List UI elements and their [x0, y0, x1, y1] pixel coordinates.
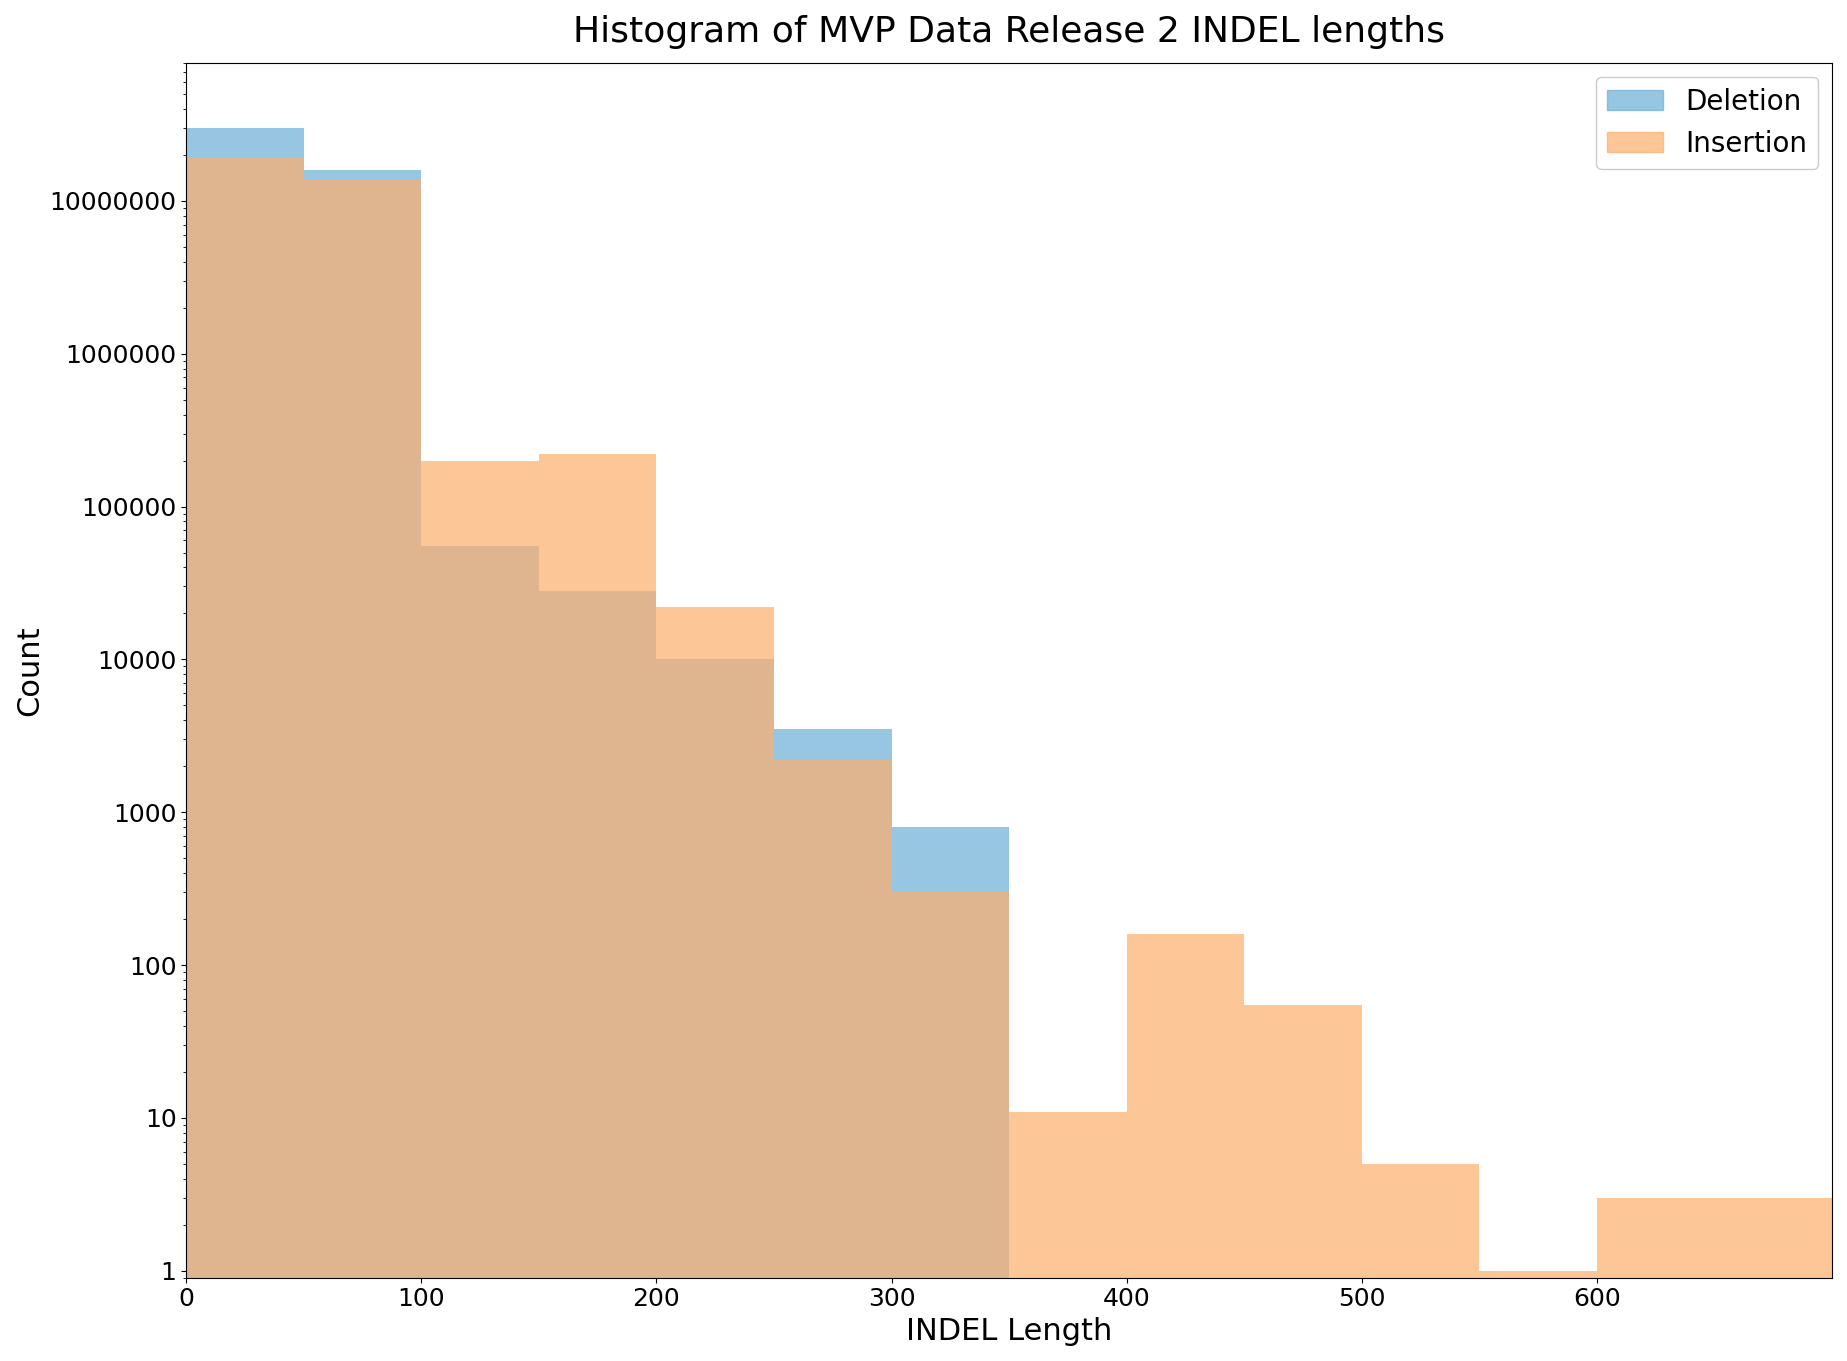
Bar: [656, 659, 774, 1361]
Bar: [421, 546, 539, 1361]
Bar: [1361, 1164, 1479, 1361]
Bar: [539, 591, 656, 1361]
Bar: [892, 891, 1008, 1361]
X-axis label: INDEL Length: INDEL Length: [905, 1317, 1112, 1346]
Bar: [892, 827, 1008, 1361]
Bar: [1127, 934, 1245, 1361]
Bar: [1008, 1112, 1127, 1361]
Bar: [303, 170, 421, 1361]
Bar: [421, 460, 539, 1361]
Legend: Deletion, Insertion: Deletion, Insertion: [1596, 76, 1817, 169]
Bar: [1598, 1198, 1714, 1361]
Bar: [774, 759, 892, 1361]
Bar: [187, 128, 303, 1361]
Bar: [303, 178, 421, 1361]
Bar: [539, 455, 656, 1361]
Y-axis label: Count: Count: [15, 625, 44, 716]
Bar: [1245, 1004, 1361, 1361]
Bar: [187, 158, 303, 1361]
Bar: [1714, 1198, 1832, 1361]
Bar: [1479, 1271, 1598, 1361]
Bar: [774, 729, 892, 1361]
Title: Histogram of MVP Data Release 2 INDEL lengths: Histogram of MVP Data Release 2 INDEL le…: [573, 15, 1444, 49]
Bar: [656, 607, 774, 1361]
